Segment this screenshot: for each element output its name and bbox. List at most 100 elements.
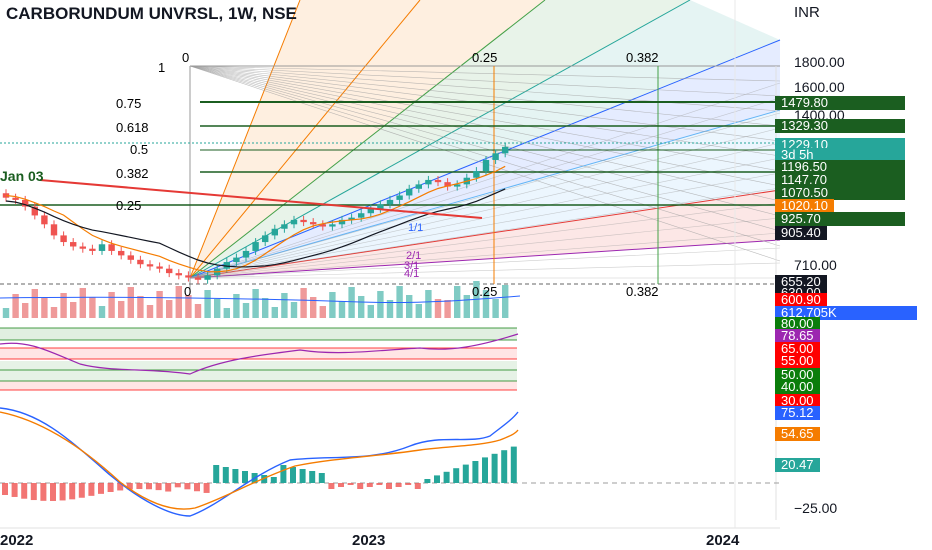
candle xyxy=(425,179,432,185)
gann-ray xyxy=(189,217,781,279)
price-tag: 50.00 xyxy=(775,368,820,382)
candle xyxy=(502,146,509,154)
chart-title: CARBORUNDUM UNVRSL, 1W, NSE xyxy=(6,4,297,23)
candle xyxy=(60,235,67,243)
volume-bar xyxy=(386,300,394,318)
price-tag: 55.00 xyxy=(775,354,820,368)
volume-bar xyxy=(358,296,365,318)
macd-histogram-bar xyxy=(146,483,152,490)
volume-bar xyxy=(89,297,96,318)
price-tag: 80.00 xyxy=(775,317,820,331)
macd-histogram-bar xyxy=(213,465,220,483)
macd-histogram-bar xyxy=(462,464,469,483)
rsi-pane xyxy=(0,327,519,391)
macd-histogram-bar xyxy=(280,465,287,483)
year-label-2023: 2023 xyxy=(352,532,386,549)
signal-line xyxy=(0,411,519,510)
rsi-band-upper xyxy=(0,328,517,340)
gann-ray xyxy=(189,157,781,279)
macd-histogram-bar xyxy=(203,483,210,493)
volume-bar xyxy=(367,305,374,318)
volume-bar xyxy=(204,290,211,318)
price-tag: 40.00 xyxy=(775,380,820,394)
candle xyxy=(271,228,278,236)
volume-bar xyxy=(338,301,346,318)
macd-histogram-bar xyxy=(59,483,66,501)
candle xyxy=(166,268,173,274)
candle xyxy=(290,219,298,225)
candle xyxy=(434,179,442,183)
macd-histogram-bar xyxy=(117,483,124,491)
volume-bar xyxy=(348,287,355,318)
volume-bar xyxy=(444,300,451,318)
gann-ray xyxy=(189,247,781,279)
price-tag: 1479.80 xyxy=(775,96,905,110)
moving-average-line xyxy=(5,165,506,273)
overlays xyxy=(5,165,506,273)
candle xyxy=(194,277,202,280)
volume-bar xyxy=(118,301,125,318)
fan-line xyxy=(189,109,781,279)
candle xyxy=(79,246,86,249)
macd-histogram-bar xyxy=(338,483,344,487)
price-label-1600: 1600.00 xyxy=(794,79,845,95)
price-tag: 655.20 xyxy=(775,275,827,289)
candle xyxy=(482,159,490,172)
volume-bar xyxy=(146,305,154,318)
candle xyxy=(156,266,163,269)
jan-label: Jan 03 xyxy=(0,168,44,184)
price-tag: 1020.10 xyxy=(775,199,834,213)
candle xyxy=(454,184,461,187)
price-tag: 1329.30 xyxy=(775,119,905,133)
macd-histogram-bar xyxy=(242,471,248,483)
price-tag: 3d 5h xyxy=(775,148,905,162)
gann-ray xyxy=(189,65,781,142)
price-tag: 1070.50 xyxy=(775,186,905,200)
price-tag: 925.70 xyxy=(775,212,905,226)
price-tag: 612.705K xyxy=(775,306,917,320)
volume-bar xyxy=(290,302,298,318)
candle xyxy=(492,153,499,160)
candle xyxy=(12,197,19,200)
candle xyxy=(281,224,288,229)
macd-histogram-bar xyxy=(434,475,440,483)
candle xyxy=(338,219,346,225)
candle xyxy=(406,188,413,196)
volume-bar xyxy=(41,298,48,318)
price-label-710: 710.00 xyxy=(794,257,837,273)
volume-bar xyxy=(12,294,19,318)
gann-ray xyxy=(189,172,781,279)
macd-label-neg25: −25.00 xyxy=(794,500,838,516)
candle xyxy=(108,244,115,251)
gann-ray xyxy=(189,262,781,279)
candles xyxy=(2,142,509,284)
fib-label-0382-bottom: 0.382 xyxy=(626,284,659,299)
gann-ray xyxy=(189,127,781,279)
gann-label-2-1: 2/1 xyxy=(406,250,422,262)
macd-histogram-bar xyxy=(443,471,450,483)
candle xyxy=(98,244,106,251)
candle xyxy=(329,224,336,227)
macd-histogram-bar xyxy=(357,483,364,489)
gann-ray xyxy=(189,65,781,232)
candle xyxy=(146,264,154,267)
volume-bar xyxy=(127,287,134,318)
macd-histogram-bar xyxy=(11,483,18,497)
macd-histogram-bar xyxy=(222,467,229,483)
macd-histogram-bar xyxy=(50,483,56,501)
candle xyxy=(137,259,144,265)
volume-bar xyxy=(175,286,182,318)
macd-histogram-bar xyxy=(69,483,76,500)
macd-histogram-bar xyxy=(395,483,402,487)
candle xyxy=(444,182,451,187)
gann-ray xyxy=(189,65,781,157)
macd-histogram-bar xyxy=(78,483,85,498)
candle xyxy=(89,248,96,251)
macd-histogram-bar xyxy=(414,483,421,489)
long-moving-average-line xyxy=(5,188,506,268)
price-tag: 1196.50 xyxy=(775,160,905,174)
fib-label-025-bottom: 0.25 xyxy=(472,284,498,299)
macd-histogram-bar xyxy=(376,483,383,485)
volume-bar xyxy=(415,304,422,318)
